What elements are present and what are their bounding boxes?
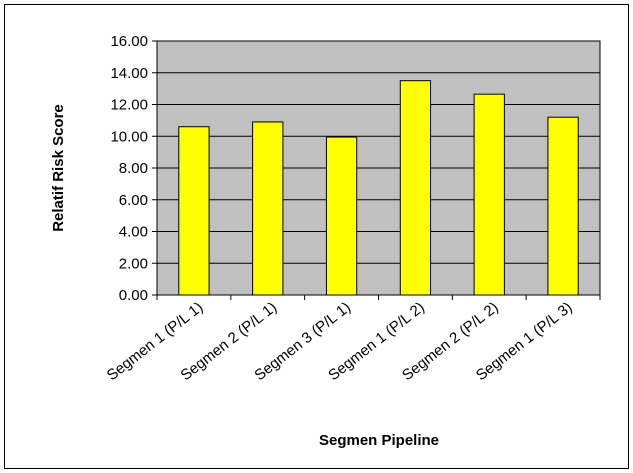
- y-tick-label: 14.00: [110, 65, 148, 82]
- y-tick-label: 8.00: [119, 160, 148, 177]
- x-axis-title: Segmen Pipeline: [319, 432, 439, 449]
- bar: [252, 121, 284, 296]
- y-tick-label: 16.00: [110, 33, 148, 50]
- bar: [399, 80, 432, 296]
- y-tick-label: 12.00: [110, 97, 148, 114]
- gridlines: [157, 72, 600, 264]
- y-tick-label: 0.00: [119, 287, 148, 304]
- bar: [325, 136, 358, 296]
- y-axis-title: Relatif Risk Score: [50, 104, 67, 232]
- y-axis: 0.00 2.00 4.00 6.00 8.00 10.00 12.00 14.00 16.00: [110, 33, 158, 304]
- y-tick-label: 6.00: [119, 192, 148, 209]
- y-tick-label: 10.00: [110, 128, 148, 145]
- bar: [473, 93, 505, 296]
- y-tick-label: 2.00: [119, 255, 148, 272]
- bar: [178, 126, 210, 296]
- bars: [178, 80, 579, 296]
- bar: [547, 116, 579, 296]
- y-tick-label: 4.00: [119, 224, 148, 241]
- x-axis: Segmen 1 (P/L 1)Segmen 2 (P/L 1)Segmen 3…: [104, 294, 601, 384]
